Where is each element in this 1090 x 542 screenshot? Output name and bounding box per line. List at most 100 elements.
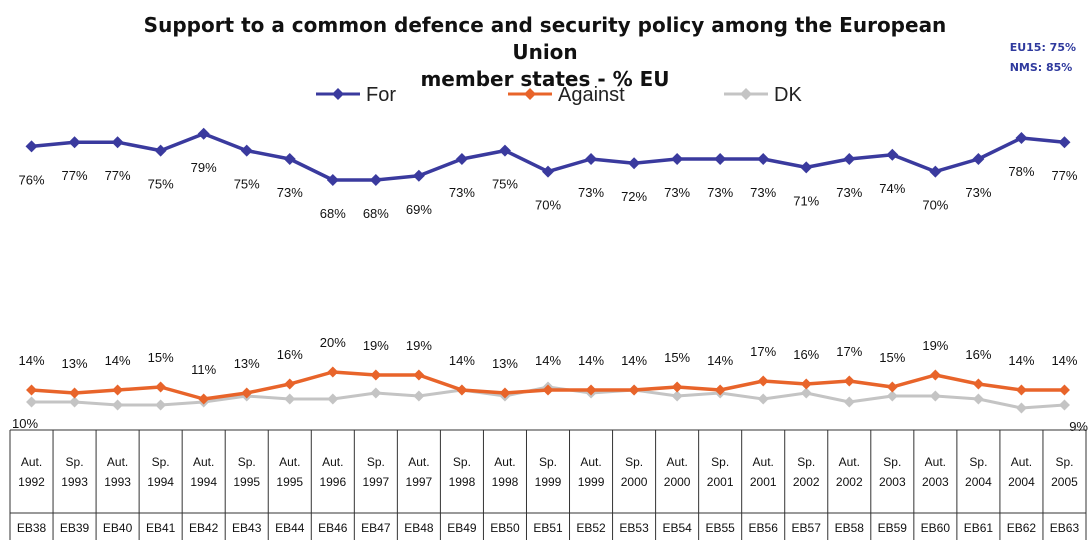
category-year-label: 1994 — [147, 475, 174, 489]
category-code-label: EB53 — [619, 521, 649, 535]
category-code-label: EB58 — [835, 521, 865, 535]
data-point-for — [154, 144, 167, 157]
side-note-eu15: EU15: 75% — [1009, 41, 1076, 54]
data-point-against — [284, 378, 296, 390]
data-label-against: 19% — [406, 338, 432, 353]
category-code-label: EB60 — [921, 521, 951, 535]
category-period-label: Sp. — [238, 455, 256, 469]
category-period-label: Aut. — [494, 455, 515, 469]
data-label-against: 17% — [750, 344, 776, 359]
category-period-label: Sp. — [625, 455, 643, 469]
data-point-for — [1058, 136, 1071, 149]
data-point-against — [1015, 384, 1027, 396]
category-year-label: 2004 — [1008, 475, 1035, 489]
data-point-against — [542, 384, 554, 396]
data-label-for: 73% — [965, 185, 991, 200]
category-code-label: EB47 — [361, 521, 391, 535]
category-year-label: 1993 — [61, 475, 88, 489]
category-year-label: 1994 — [190, 475, 217, 489]
category-year-label: 2003 — [922, 475, 949, 489]
data-point-for — [197, 127, 210, 140]
category-period-label: Sp. — [883, 455, 901, 469]
category-year-label: 1999 — [578, 475, 605, 489]
category-period-label: Sp. — [152, 455, 170, 469]
data-point-dk — [370, 387, 382, 399]
data-label-against: 20% — [320, 335, 346, 350]
category-code-label: EB57 — [792, 521, 822, 535]
data-label-against: 16% — [793, 347, 819, 362]
data-label-for: 78% — [1008, 164, 1034, 179]
category-year-label: 2001 — [707, 475, 734, 489]
data-point-for — [714, 153, 727, 165]
data-label-for: 73% — [277, 185, 303, 200]
data-label-against: 14% — [535, 353, 561, 368]
category-year-label: 1998 — [492, 475, 519, 489]
category-period-label: Sp. — [539, 455, 557, 469]
data-point-against — [972, 378, 984, 390]
data-point-against — [585, 384, 597, 396]
data-point-dk — [26, 396, 38, 408]
data-point-against — [886, 381, 898, 393]
data-label-for: 74% — [879, 181, 905, 196]
data-point-for — [326, 174, 339, 186]
data-point-for — [455, 153, 468, 165]
data-point-for — [412, 169, 425, 182]
data-point-against — [370, 369, 382, 381]
data-label-for: 77% — [105, 168, 131, 183]
data-point-for — [800, 161, 813, 174]
data-label-against: 14% — [1008, 353, 1034, 368]
data-label-against: 14% — [621, 353, 647, 368]
data-label-for: 70% — [535, 198, 561, 213]
category-period-label: Aut. — [925, 455, 946, 469]
data-point-dk — [671, 390, 683, 402]
category-year-label: 2002 — [836, 475, 863, 489]
data-point-against — [26, 384, 38, 396]
side-note-nms: NMS: 85% — [1009, 61, 1073, 74]
category-period-label: Aut. — [839, 455, 860, 469]
category-code-label: EB50 — [490, 521, 520, 535]
data-point-against — [800, 378, 812, 390]
data-label-for: 73% — [578, 185, 604, 200]
category-year-label: 2005 — [1051, 475, 1078, 489]
data-point-for — [25, 140, 38, 153]
data-label-for: 73% — [449, 185, 475, 200]
category-code-label: EB42 — [189, 521, 219, 535]
category-code-label: EB54 — [662, 521, 692, 535]
data-label-against: 17% — [836, 344, 862, 359]
data-point-against — [1058, 384, 1070, 396]
data-label-against: 15% — [148, 350, 174, 365]
data-label-against: 15% — [879, 350, 905, 365]
category-year-label: 1992 — [18, 475, 45, 489]
category-year-label: 2000 — [621, 475, 648, 489]
data-label-for: 68% — [320, 206, 346, 221]
data-point-for — [886, 148, 899, 161]
category-code-label: EB63 — [1050, 521, 1080, 535]
legend-marker-for — [332, 88, 344, 100]
category-code-label: EB38 — [17, 521, 47, 535]
data-point-dk — [800, 387, 812, 399]
data-label-for: 73% — [664, 185, 690, 200]
category-year-label: 1995 — [233, 475, 260, 489]
data-label-for: 73% — [707, 185, 733, 200]
category-code-label: EB49 — [447, 521, 477, 535]
category-code-label: EB59 — [878, 521, 908, 535]
category-code-label: EB41 — [146, 521, 176, 535]
legend-marker-against — [524, 88, 536, 100]
data-label-for: 72% — [621, 189, 647, 204]
data-label-against: 15% — [664, 350, 690, 365]
category-period-label: Aut. — [580, 455, 601, 469]
category-year-label: 1993 — [104, 475, 131, 489]
category-period-label: Aut. — [193, 455, 214, 469]
category-code-label: EB55 — [705, 521, 735, 535]
data-point-dk — [843, 396, 855, 408]
data-point-against — [456, 384, 468, 396]
category-year-label: 2000 — [664, 475, 691, 489]
category-code-label: EB52 — [576, 521, 606, 535]
data-point-against — [671, 381, 683, 393]
data-label-against: 14% — [19, 353, 45, 368]
category-period-label: Aut. — [21, 455, 42, 469]
data-point-for — [68, 136, 81, 149]
data-point-for — [843, 153, 856, 165]
chart-title: Support to a common defence and security… — [110, 12, 980, 93]
category-period-label: Aut. — [666, 455, 687, 469]
